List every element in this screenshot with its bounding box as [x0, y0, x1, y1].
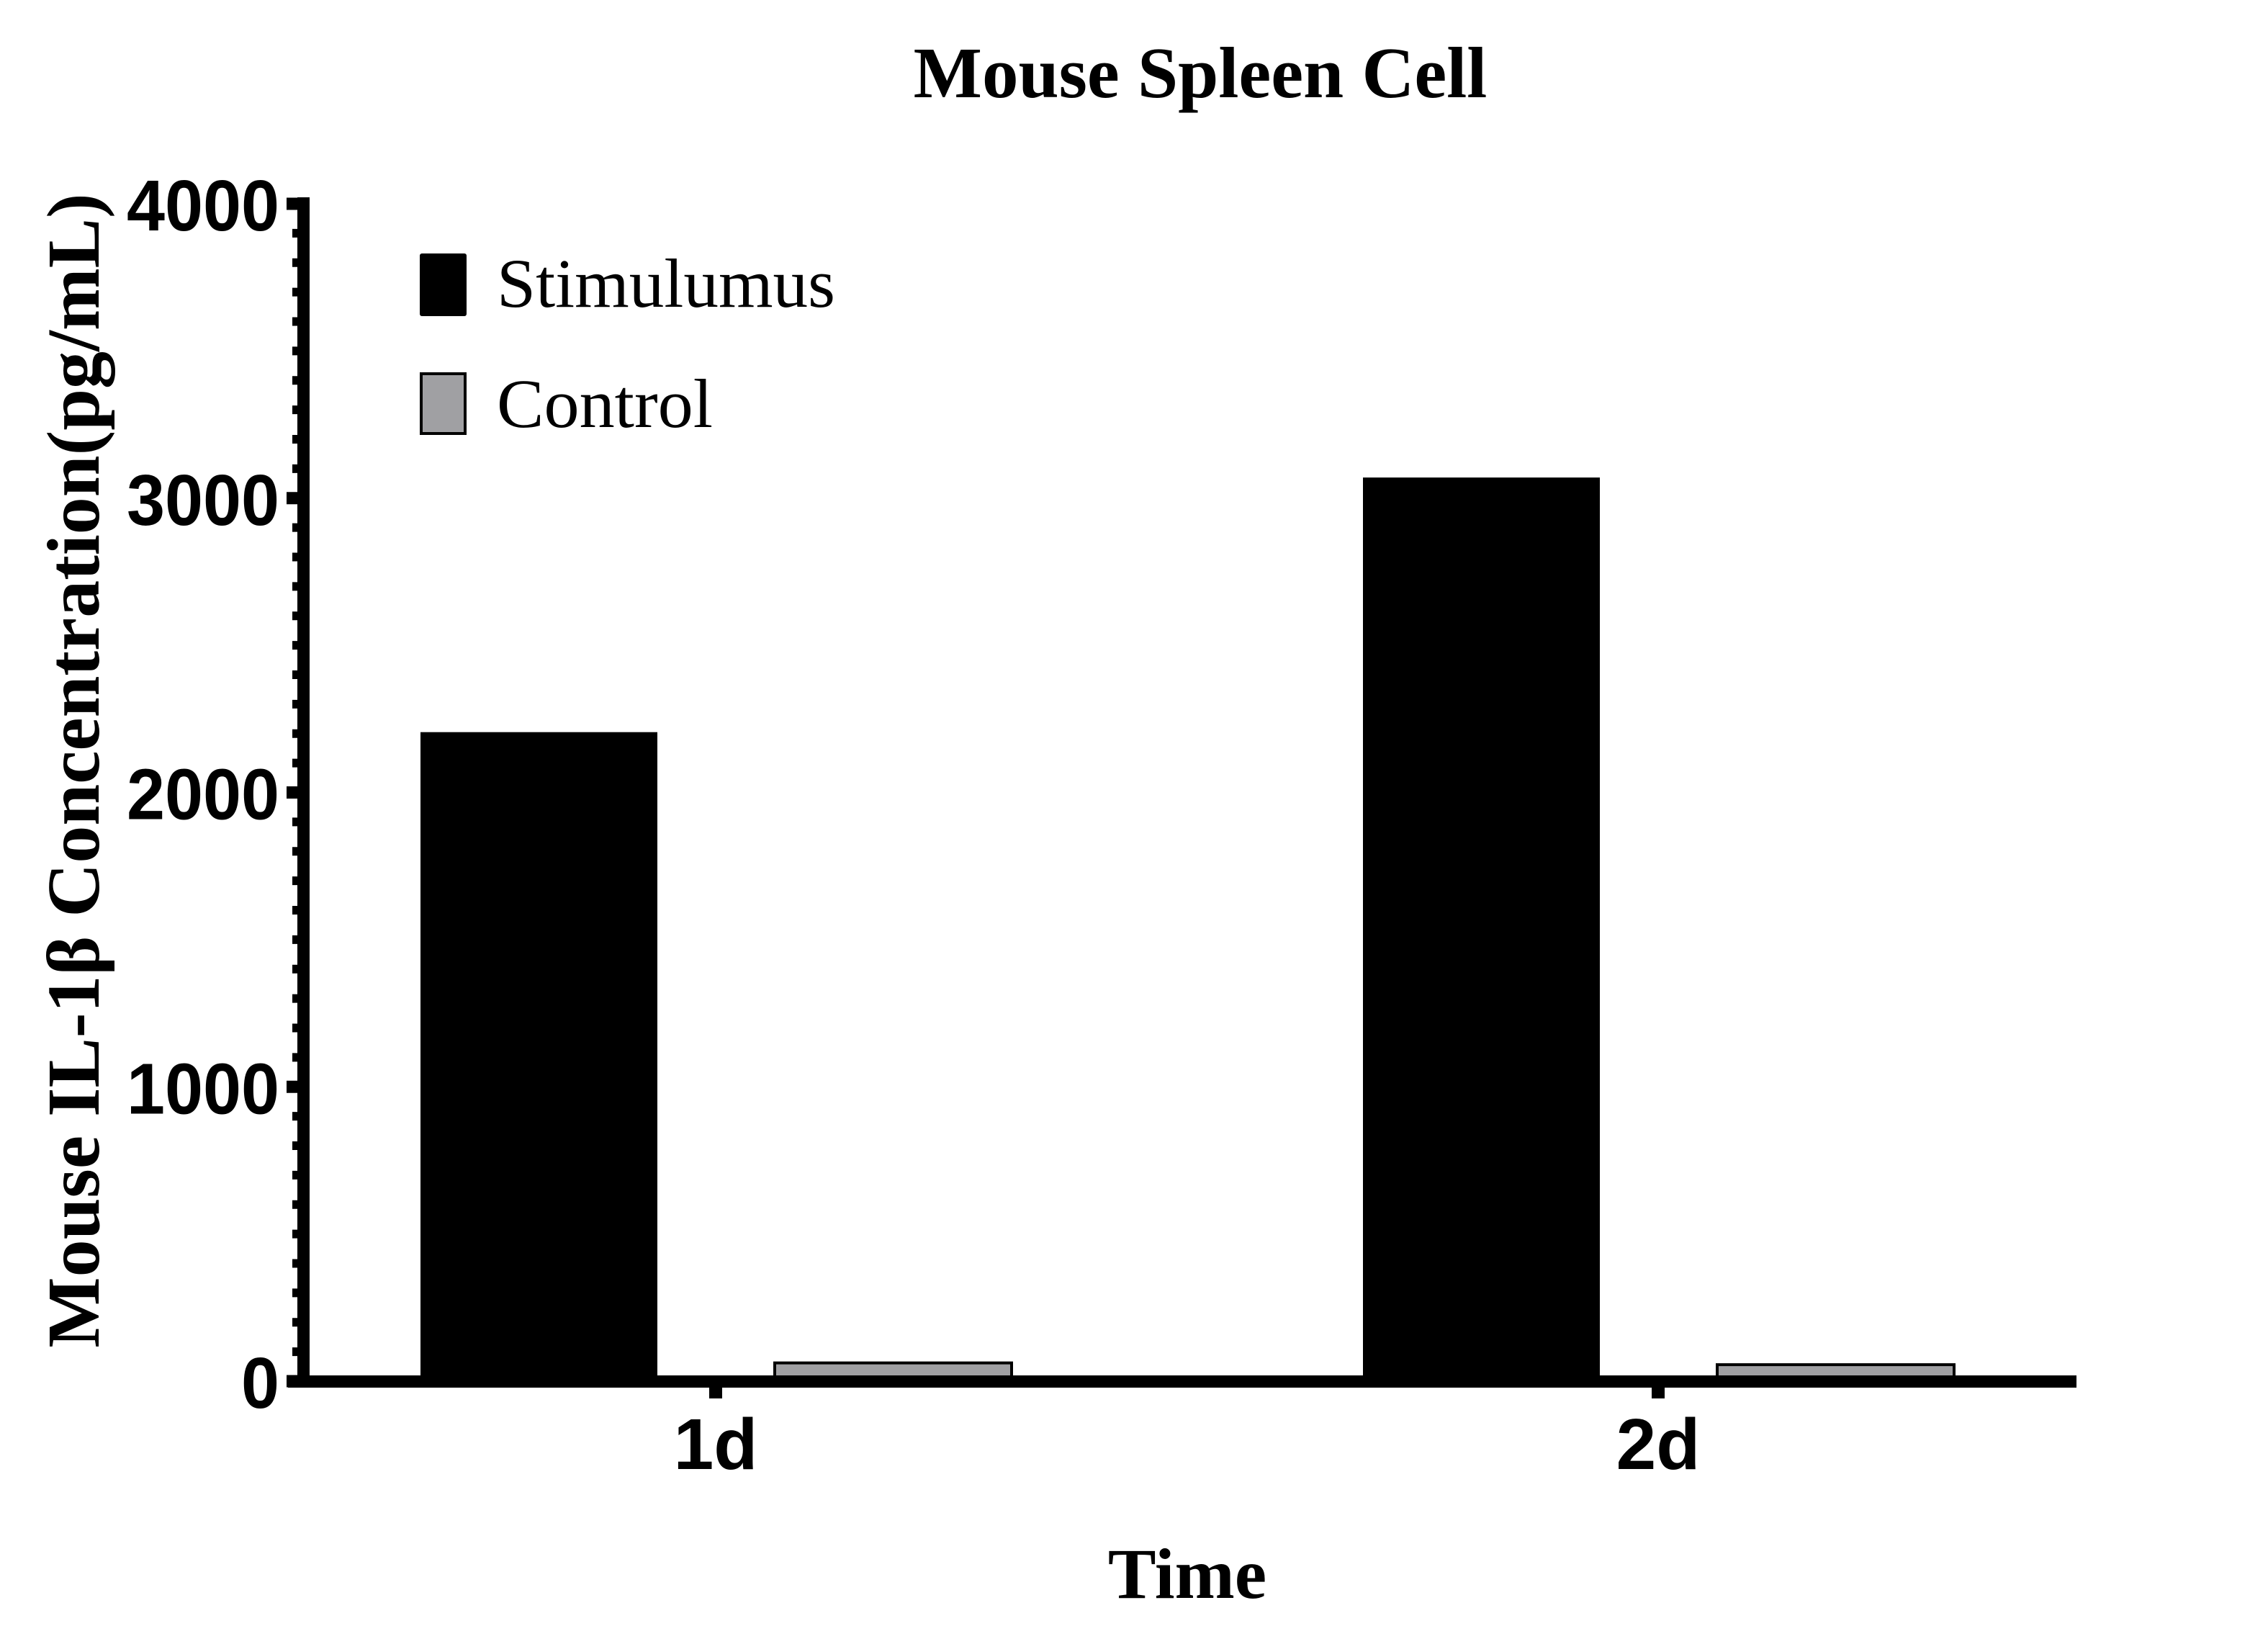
bar-control-1d: [773, 1361, 1013, 1378]
y-minor-tick: [292, 641, 298, 650]
legend-label-control: Control: [497, 365, 713, 442]
legend-swatch-control: [420, 372, 467, 435]
y-minor-tick: [292, 317, 298, 326]
y-major-tick: [287, 197, 298, 210]
y-minor-tick: [292, 287, 298, 297]
x-axis-tick-labels: 1d 2d: [674, 1404, 1701, 1485]
legend-swatch-stimulumus: [420, 253, 467, 316]
bar-stimulumus-1d: [420, 732, 657, 1377]
y-minor-tick: [292, 1141, 298, 1150]
y-minor-tick: [292, 699, 298, 709]
y-minor-tick: [292, 1229, 298, 1239]
y-minor-tick: [292, 611, 298, 621]
y-minor-tick: [292, 464, 298, 473]
y-minor-tick: [292, 1259, 298, 1268]
bar-control-2d: [1716, 1363, 1956, 1378]
y-tick-label: 1000: [127, 1048, 279, 1129]
y-minor-tick: [292, 758, 298, 768]
x-axis-title: Time: [1108, 1534, 1266, 1614]
y-tick-label: 3000: [127, 460, 279, 541]
y-minor-tick: [292, 1170, 298, 1180]
y-minor-tick: [292, 876, 298, 886]
y-minor-tick: [292, 582, 298, 591]
y-minor-tick: [292, 228, 298, 238]
y-minor-tick: [292, 523, 298, 532]
x-tick-label-1d: 1d: [674, 1404, 758, 1485]
y-minor-tick: [292, 935, 298, 944]
y-major-tick: [287, 492, 298, 505]
y-minor-tick: [292, 1347, 298, 1357]
x-axis-line: [288, 1375, 2076, 1388]
y-axis-tick-labels: 0 1000 2000 3000 4000: [127, 166, 279, 1424]
y-tick-label: 4000: [127, 166, 279, 246]
y-minor-tick: [292, 847, 298, 856]
y-tick-label: 0: [241, 1343, 279, 1424]
bars: [420, 477, 1956, 1378]
y-minor-tick: [292, 435, 298, 444]
y-minor-tick: [292, 817, 298, 827]
bar-stimulumus-2d: [1363, 477, 1600, 1378]
y-axis-title: Mouse IL-1β Concentration(pg/mL): [32, 193, 115, 1347]
y-minor-tick: [292, 405, 298, 415]
y-minor-tick: [292, 1200, 298, 1209]
y-minor-tick: [292, 552, 298, 562]
x-axis-ticks: [709, 1386, 1665, 1398]
y-minor-tick: [292, 670, 298, 679]
y-minor-tick: [292, 376, 298, 385]
y-minor-tick: [292, 729, 298, 738]
x-tick: [709, 1386, 722, 1398]
y-minor-tick: [292, 1023, 298, 1033]
y-minor-tick: [292, 258, 298, 267]
legend: Stimulumus Control: [420, 245, 835, 442]
x-tick: [1652, 1386, 1665, 1398]
chart-title: Mouse Spleen Cell: [914, 32, 1488, 113]
y-minor-tick: [292, 1053, 298, 1062]
legend-item-stimulumus: Stimulumus: [420, 245, 835, 322]
y-minor-tick: [292, 994, 298, 1003]
legend-label-stimulumus: Stimulumus: [497, 245, 835, 322]
y-minor-tick: [292, 1112, 298, 1121]
y-minor-tick: [292, 906, 298, 915]
y-minor-tick: [292, 1288, 298, 1298]
y-tick-label: 2000: [127, 755, 279, 835]
legend-item-control: Control: [420, 365, 713, 442]
y-minor-tick: [292, 964, 298, 974]
x-tick-label-2d: 2d: [1616, 1404, 1701, 1485]
y-major-tick: [287, 1080, 298, 1093]
y-minor-tick: [292, 346, 298, 356]
y-axis-line: [297, 197, 310, 1388]
y-major-tick: [287, 786, 298, 799]
y-minor-tick: [292, 1318, 298, 1327]
